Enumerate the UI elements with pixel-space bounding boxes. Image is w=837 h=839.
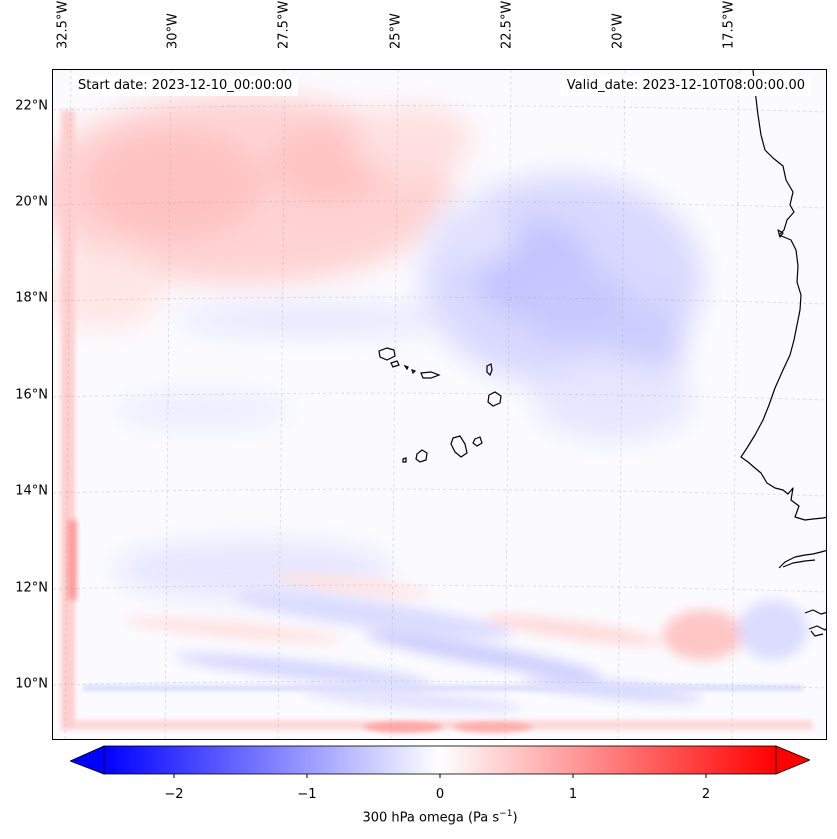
lat-label-12n: 12°N: [15, 580, 48, 596]
colorbar-tick-2: 2: [701, 787, 711, 802]
lon-label-25w: 25°W: [388, 13, 404, 49]
lon-label-17-5w: 17.5°W: [721, 0, 737, 49]
lat-label-16n: 16°N: [15, 387, 48, 403]
gridlines: [53, 70, 826, 739]
omega-field-map: [53, 70, 826, 739]
lat-label-18n: 18°N: [15, 290, 48, 306]
cape-verde-islands: [378, 347, 502, 463]
colorbar-tick-1: 1: [568, 787, 578, 802]
lon-label-22-5w: 22.5°W: [499, 0, 515, 49]
lon-label-32-5w: 32.5°W: [55, 0, 71, 49]
lat-label-14n: 14°N: [15, 483, 48, 499]
field-bands-south: [123, 572, 808, 712]
colorbar-tick-neg2: −2: [164, 787, 184, 802]
colorbar: [68, 744, 812, 778]
african-coastline: [740, 70, 826, 637]
valid-date-label: Valid_date: 2023-12-10T08:00:00.00: [560, 76, 811, 96]
lon-label-20w: 20°W: [610, 13, 626, 49]
lat-label-20n: 20°N: [15, 194, 48, 210]
colorbar-gradient: [103, 745, 777, 775]
lat-label-10n: 10°N: [15, 676, 48, 692]
field-positive-north: [53, 95, 473, 330]
colorbar-extend-right: [775, 745, 812, 775]
field-boundary-strips: [61, 110, 813, 733]
colorbar-label: 300 hPa omega (Pa s−1): [362, 809, 518, 826]
lon-label-27-5w: 27.5°W: [276, 0, 292, 49]
start-date-label: Start date: 2023-12-10_00:00:00: [72, 76, 299, 96]
lon-label-30w: 30°W: [165, 13, 181, 49]
colorbar-tick-0: 0: [435, 787, 445, 802]
colorbar-tick-marks: [173, 774, 707, 778]
colorbar-tick-neg1: −1: [297, 787, 317, 802]
colorbar-extend-left: [68, 745, 105, 775]
lat-label-22n: 22°N: [15, 98, 48, 114]
map-panel[interactable]: [52, 69, 827, 740]
field-negative-center: [113, 175, 703, 600]
